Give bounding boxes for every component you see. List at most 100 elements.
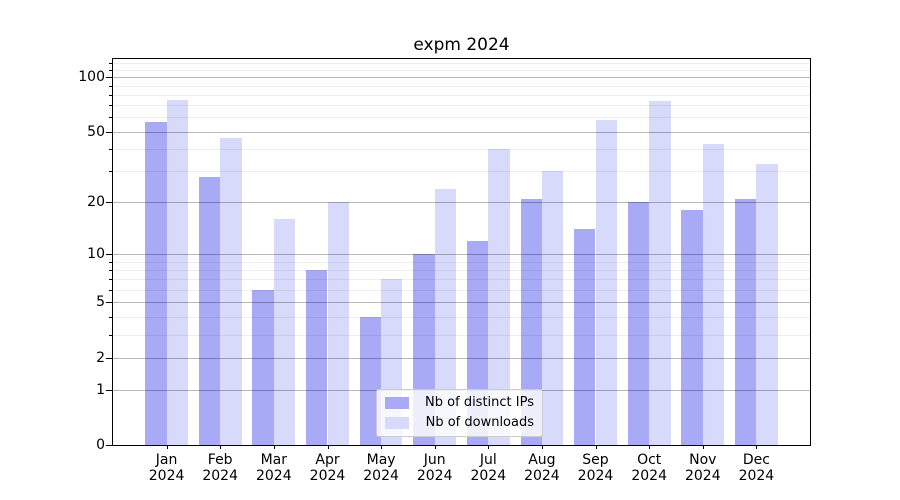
bar-downloads bbox=[649, 101, 671, 445]
x-tick-year: 2024 bbox=[148, 468, 185, 484]
legend-label-distinct-ips: Nb of distinct IPs bbox=[425, 395, 534, 410]
bar-downloads bbox=[273, 219, 296, 445]
y-tick-label: 100 bbox=[78, 69, 105, 86]
y-tick-mark bbox=[106, 253, 113, 255]
x-tick-year: 2024 bbox=[309, 468, 346, 484]
chart-title: expm 2024 bbox=[413, 35, 510, 55]
x-tick-month: Sep bbox=[582, 452, 609, 468]
minor-gridline bbox=[113, 69, 810, 71]
x-tick-label: Dec 2024 bbox=[728, 452, 784, 484]
bar-distinct-ips bbox=[306, 269, 328, 445]
x-tick-month: Mar bbox=[260, 452, 287, 468]
y-tick-label: 20 bbox=[87, 194, 105, 211]
x-tick-mark bbox=[702, 445, 704, 449]
y-minor-tick-mark bbox=[109, 117, 113, 119]
minor-gridline bbox=[113, 289, 810, 291]
major-gridline bbox=[113, 202, 810, 204]
x-tick-mark bbox=[166, 445, 168, 449]
bar-distinct-ips bbox=[359, 316, 381, 445]
x-tick-year: 2024 bbox=[470, 468, 507, 484]
minor-gridline bbox=[113, 94, 810, 96]
bar-downloads bbox=[595, 120, 617, 445]
bar-distinct-ips bbox=[681, 210, 703, 445]
x-tick-label: Nov 2024 bbox=[675, 452, 731, 484]
minor-gridline bbox=[113, 85, 810, 87]
y-minor-tick-mark bbox=[109, 62, 113, 64]
y-tick-mark bbox=[106, 445, 113, 446]
x-tick-month: Jun bbox=[423, 452, 446, 468]
legend: Nb of distinct IPs Nb of downloads bbox=[376, 389, 543, 437]
minor-gridline bbox=[113, 105, 810, 107]
x-tick-month: Feb bbox=[207, 452, 233, 468]
x-tick-year: 2024 bbox=[363, 468, 399, 484]
x-tick-label: Jan 2024 bbox=[139, 452, 195, 484]
y-tick-label: 2 bbox=[96, 349, 105, 366]
x-tick-label: Jul 2024 bbox=[460, 452, 516, 484]
major-gridline bbox=[113, 357, 810, 359]
y-minor-tick-mark bbox=[109, 261, 113, 263]
x-tick-label: Apr 2024 bbox=[300, 452, 356, 484]
y-tick-label: 1 bbox=[96, 381, 105, 398]
bar-downloads bbox=[434, 188, 457, 445]
bar-distinct-ips bbox=[734, 198, 757, 445]
minor-gridline bbox=[113, 334, 810, 336]
minor-gridline bbox=[113, 316, 810, 318]
minor-gridline bbox=[113, 269, 810, 271]
x-tick-mark bbox=[756, 445, 758, 449]
y-tick-mark bbox=[106, 131, 113, 133]
y-minor-tick-mark bbox=[109, 149, 113, 151]
bar-downloads bbox=[756, 164, 778, 445]
y-tick-mark bbox=[106, 77, 113, 79]
x-tick-year: 2024 bbox=[255, 468, 292, 484]
major-gridline bbox=[113, 253, 810, 255]
x-tick-year: 2024 bbox=[416, 468, 453, 484]
legend-entry-distinct-ips: Nb of distinct IPs bbox=[385, 396, 534, 410]
y-minor-tick-mark bbox=[109, 279, 113, 281]
x-tick-mark bbox=[649, 445, 651, 449]
x-tick-year: 2024 bbox=[202, 468, 238, 484]
x-tick-year: 2024 bbox=[631, 468, 667, 484]
bar-distinct-ips bbox=[145, 121, 167, 445]
x-tick-label: May 2024 bbox=[353, 452, 409, 484]
x-tick-mark bbox=[434, 445, 436, 449]
minor-gridline bbox=[113, 261, 810, 263]
y-tick-label: 5 bbox=[96, 294, 105, 311]
y-minor-tick-mark bbox=[109, 334, 113, 336]
x-tick-mark bbox=[488, 445, 490, 449]
x-tick-mark bbox=[273, 445, 275, 449]
x-tick-label: Aug 2024 bbox=[514, 452, 570, 484]
x-tick-month: Jan bbox=[155, 452, 178, 468]
minor-gridline bbox=[113, 149, 810, 151]
bar-distinct-ips bbox=[520, 198, 542, 445]
minor-gridline bbox=[113, 62, 810, 64]
y-minor-tick-mark bbox=[109, 171, 113, 173]
y-minor-tick-mark bbox=[109, 269, 113, 271]
minor-gridline bbox=[113, 279, 810, 281]
bar-distinct-ips bbox=[627, 202, 650, 445]
major-gridline bbox=[113, 77, 810, 79]
y-minor-tick-mark bbox=[109, 85, 113, 87]
x-tick-mark bbox=[595, 445, 597, 449]
x-tick-month: Aug bbox=[528, 452, 556, 468]
legend-swatch-downloads bbox=[385, 417, 409, 429]
legend-swatch-distinct-ips bbox=[385, 397, 409, 409]
bar-distinct-ips bbox=[574, 229, 596, 445]
y-tick-label: 10 bbox=[87, 245, 105, 262]
bar-distinct-ips bbox=[252, 289, 274, 445]
x-tick-month: Apr bbox=[315, 452, 340, 468]
x-tick-label: Mar 2024 bbox=[246, 452, 302, 484]
x-tick-month: May bbox=[366, 452, 396, 468]
y-tick-label: 0 bbox=[96, 437, 105, 453]
x-tick-month: Jul bbox=[479, 452, 497, 468]
x-tick-mark bbox=[327, 445, 329, 449]
major-gridline bbox=[113, 302, 810, 304]
x-tick-mark bbox=[541, 445, 543, 449]
legend-label-downloads: Nb of downloads bbox=[425, 415, 534, 430]
y-minor-tick-mark bbox=[109, 316, 113, 318]
x-tick-year: 2024 bbox=[684, 468, 721, 484]
bar-downloads bbox=[166, 99, 188, 445]
bar-downloads bbox=[220, 138, 242, 445]
x-tick-month: Oct bbox=[637, 452, 662, 468]
plot-area bbox=[112, 58, 811, 446]
